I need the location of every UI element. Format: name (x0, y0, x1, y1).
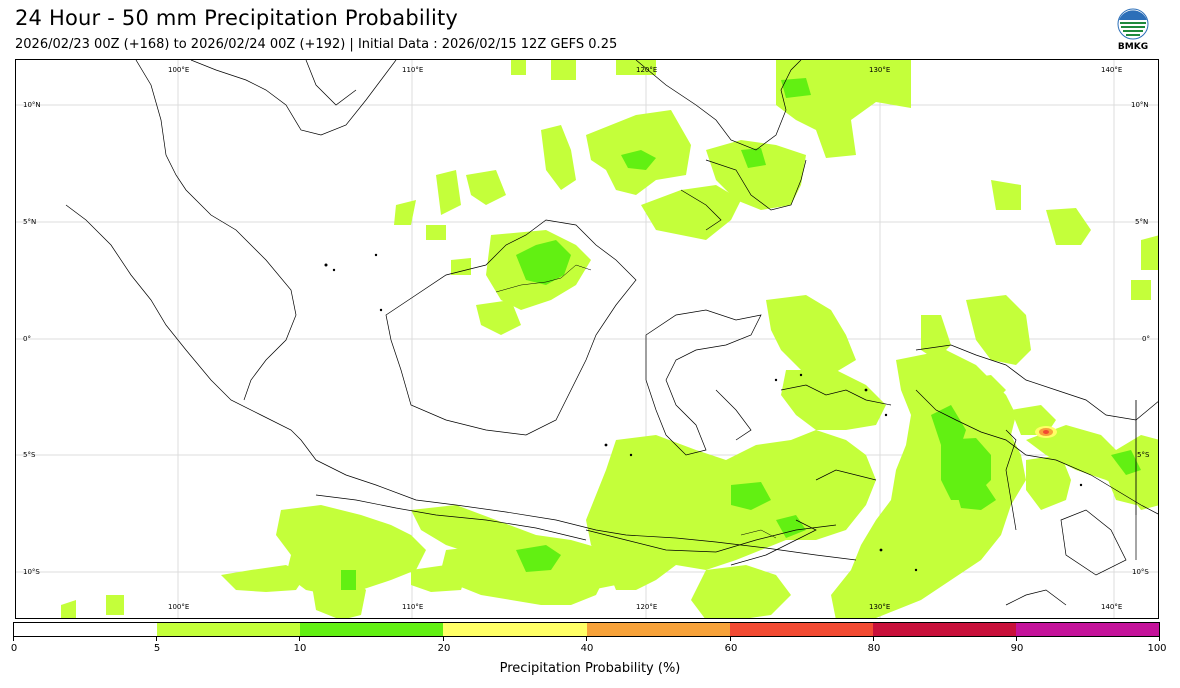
colorbar-tick-label: 20 (437, 643, 451, 654)
lat-label-right-5n: 5°N (1135, 218, 1149, 226)
colorbar-tick-label: 0 (10, 643, 18, 654)
lat-label-left-5s: 5°S (23, 451, 36, 459)
lon-label-bottom-110: 110°E (402, 603, 424, 611)
colorbar-tick (13, 637, 14, 641)
lon-label-top-130: 130°E (869, 66, 891, 74)
colorbar-segment-0-5 (14, 623, 158, 636)
lon-label-bottom-130: 130°E (869, 603, 891, 611)
probability-10-20-area (341, 78, 1141, 590)
colorbar-segment-40-60 (586, 623, 730, 636)
colorbar-segment-80-90 (872, 623, 1016, 636)
colorbar-segment-20-40 (443, 623, 587, 636)
colorbar-segment-90-100 (1015, 623, 1159, 636)
bmkg-logo: BMKG (1112, 8, 1154, 54)
lat-label-right-10n: 10°N (1131, 101, 1149, 109)
colorbar-tick (299, 637, 300, 641)
colorbar-tick-label: 5 (153, 643, 161, 654)
colorbar-tick-label: 100 (1147, 643, 1167, 654)
lon-label-bottom-140: 140°E (1101, 603, 1123, 611)
colorbar-segment-5-10 (157, 623, 301, 636)
colorbar-tick-label: 80 (867, 643, 881, 654)
borders (495, 264, 1137, 539)
probability-5-10-area (61, 60, 1158, 618)
lat-label-left-0: 0° (23, 335, 31, 343)
colorbar-tick (730, 637, 731, 641)
lat-label-left-10s: 10°S (23, 568, 40, 576)
lat-label-left-10n: 10°N (23, 101, 41, 109)
colorbar (13, 622, 1160, 637)
colorbar-tick (873, 637, 874, 641)
colorbar-title: Precipitation Probability (%) (499, 661, 681, 676)
lat-label-right-10s: 10°S (1132, 568, 1149, 576)
lat-label-right-5s: 5°S (1137, 451, 1150, 459)
lat-label-right-0: 0° (1142, 335, 1150, 343)
colorbar-tick (156, 637, 157, 641)
small-islands (324, 253, 1083, 572)
coastlines (65, 60, 1158, 606)
lon-label-bottom-100: 100°E (168, 603, 190, 611)
lon-label-top-140: 140°E (1101, 66, 1123, 74)
colorbar-tick (586, 637, 587, 641)
colorbar-tick-label: 60 (724, 643, 738, 654)
logo-text: BMKG (1117, 42, 1149, 52)
colorbar-segment-60-80 (729, 623, 873, 636)
colorbar-tick (443, 637, 444, 641)
lon-label-top-110: 110°E (402, 66, 424, 74)
colorbar-tick (1159, 637, 1160, 641)
precipitation-map: 100°E 110°E 120°E 130°E 140°E 100°E 110°… (15, 59, 1159, 619)
lat-label-left-5n: 5°N (23, 218, 37, 226)
lon-label-bottom-120: 120°E (636, 603, 658, 611)
lon-label-top-120: 120°E (636, 66, 658, 74)
colorbar-tick (1016, 637, 1017, 641)
probability-60-80-area (1043, 430, 1049, 434)
map-title: 24 Hour - 50 mm Precipitation Probabilit… (15, 6, 459, 30)
colorbar-tick-label: 40 (580, 643, 594, 654)
map-subtitle: 2026/02/23 00Z (+168) to 2026/02/24 00Z … (15, 37, 618, 52)
colorbar-segment-10-20 (300, 623, 444, 636)
colorbar-tick-label: 10 (293, 643, 307, 654)
colorbar-tick-label: 90 (1010, 643, 1024, 654)
lon-label-top-100: 100°E (168, 66, 190, 74)
bmkg-emblem-icon (1117, 8, 1149, 40)
